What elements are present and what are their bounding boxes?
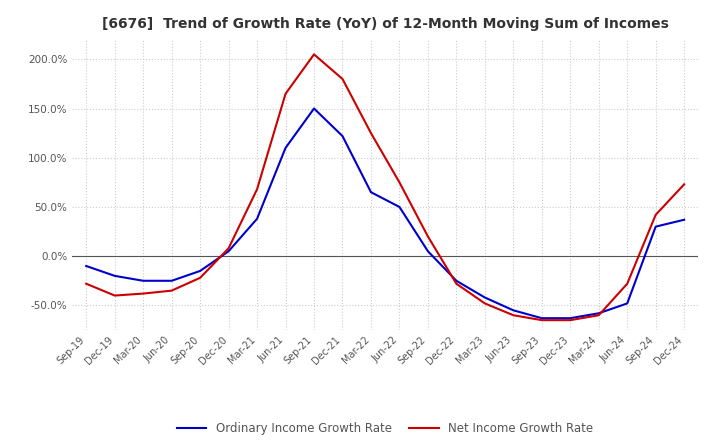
Net Income Growth Rate [623,281,631,286]
Net Income Growth Rate [282,91,290,96]
Line: Ordinary Income Growth Rate: Ordinary Income Growth Rate [86,109,684,318]
Ordinary Income Growth Rate [537,315,546,321]
Ordinary Income Growth Rate [338,133,347,139]
Ordinary Income Growth Rate [423,249,432,254]
Ordinary Income Growth Rate [310,106,318,111]
Ordinary Income Growth Rate [652,224,660,229]
Net Income Growth Rate [480,301,489,306]
Net Income Growth Rate [253,187,261,192]
Ordinary Income Growth Rate [366,190,375,195]
Ordinary Income Growth Rate [82,264,91,269]
Net Income Growth Rate [196,275,204,280]
Net Income Growth Rate [225,246,233,251]
Net Income Growth Rate [680,182,688,187]
Net Income Growth Rate [452,281,461,286]
Net Income Growth Rate [652,212,660,217]
Net Income Growth Rate [509,312,518,318]
Net Income Growth Rate [395,180,404,185]
Ordinary Income Growth Rate [595,311,603,316]
Net Income Growth Rate [595,312,603,318]
Ordinary Income Growth Rate [167,278,176,283]
Ordinary Income Growth Rate [623,301,631,306]
Net Income Growth Rate [423,234,432,239]
Ordinary Income Growth Rate [452,278,461,283]
Legend: Ordinary Income Growth Rate, Net Income Growth Rate: Ordinary Income Growth Rate, Net Income … [172,417,598,440]
Net Income Growth Rate [310,52,318,57]
Ordinary Income Growth Rate [139,278,148,283]
Ordinary Income Growth Rate [680,217,688,222]
Ordinary Income Growth Rate [282,145,290,150]
Ordinary Income Growth Rate [196,268,204,274]
Net Income Growth Rate [366,131,375,136]
Ordinary Income Growth Rate [110,273,119,279]
Net Income Growth Rate [110,293,119,298]
Net Income Growth Rate [167,288,176,293]
Ordinary Income Growth Rate [225,249,233,254]
Ordinary Income Growth Rate [566,315,575,321]
Title: [6676]  Trend of Growth Rate (YoY) of 12-Month Moving Sum of Incomes: [6676] Trend of Growth Rate (YoY) of 12-… [102,18,669,32]
Line: Net Income Growth Rate: Net Income Growth Rate [86,55,684,320]
Net Income Growth Rate [566,318,575,323]
Net Income Growth Rate [537,318,546,323]
Net Income Growth Rate [82,281,91,286]
Ordinary Income Growth Rate [253,216,261,221]
Net Income Growth Rate [338,76,347,81]
Net Income Growth Rate [139,291,148,296]
Ordinary Income Growth Rate [395,204,404,209]
Ordinary Income Growth Rate [480,295,489,300]
Ordinary Income Growth Rate [509,308,518,313]
